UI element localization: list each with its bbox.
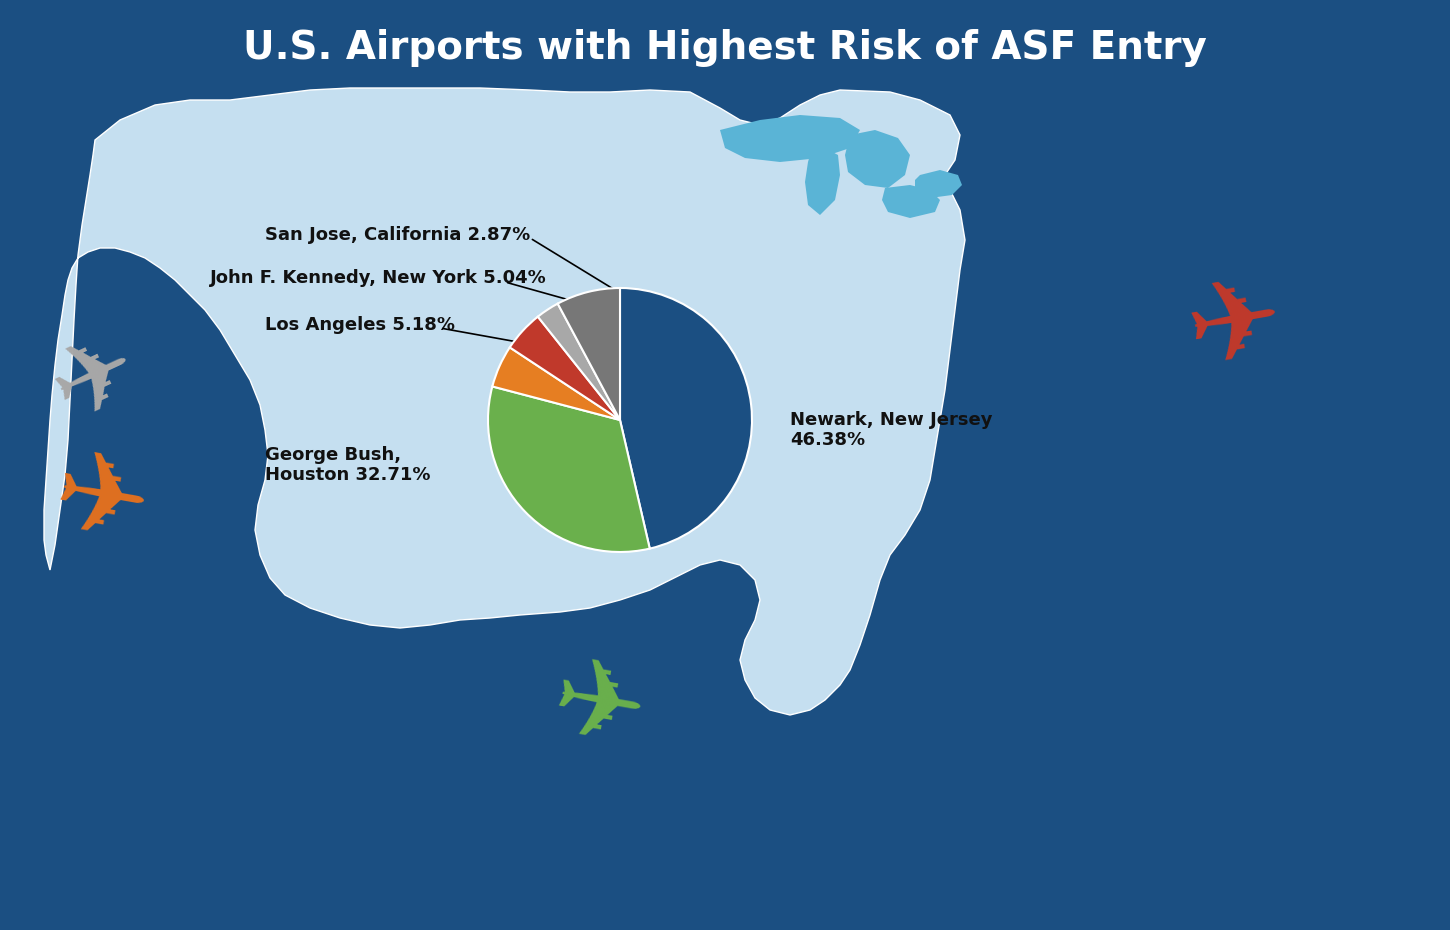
Text: George Bush,
Houston 32.71%: George Bush, Houston 32.71% xyxy=(265,445,431,485)
Text: Los Angeles 5.18%: Los Angeles 5.18% xyxy=(265,316,455,334)
Text: San Jose, California 2.87%: San Jose, California 2.87% xyxy=(265,226,531,244)
Wedge shape xyxy=(493,348,621,420)
Text: ✈: ✈ xyxy=(542,649,652,771)
Wedge shape xyxy=(510,317,621,420)
Text: Newark, New Jersey
46.38%: Newark, New Jersey 46.38% xyxy=(790,411,992,449)
Wedge shape xyxy=(489,387,650,552)
Text: ✈: ✈ xyxy=(1074,286,1186,405)
Polygon shape xyxy=(721,115,860,162)
Polygon shape xyxy=(805,148,840,215)
Polygon shape xyxy=(915,170,961,198)
Wedge shape xyxy=(558,288,621,420)
Text: U.S. Airports with Highest Risk of ASF Entry: U.S. Airports with Highest Risk of ASF E… xyxy=(244,29,1206,67)
Text: ✈: ✈ xyxy=(1179,265,1292,391)
Text: ✈: ✈ xyxy=(36,318,154,442)
Wedge shape xyxy=(621,288,753,549)
Wedge shape xyxy=(538,303,621,420)
Text: ✈: ✈ xyxy=(44,442,157,568)
Polygon shape xyxy=(845,130,911,188)
Polygon shape xyxy=(882,185,940,218)
Text: John F. Kennedy, New York 5.04%: John F. Kennedy, New York 5.04% xyxy=(210,269,547,287)
Polygon shape xyxy=(44,88,966,715)
